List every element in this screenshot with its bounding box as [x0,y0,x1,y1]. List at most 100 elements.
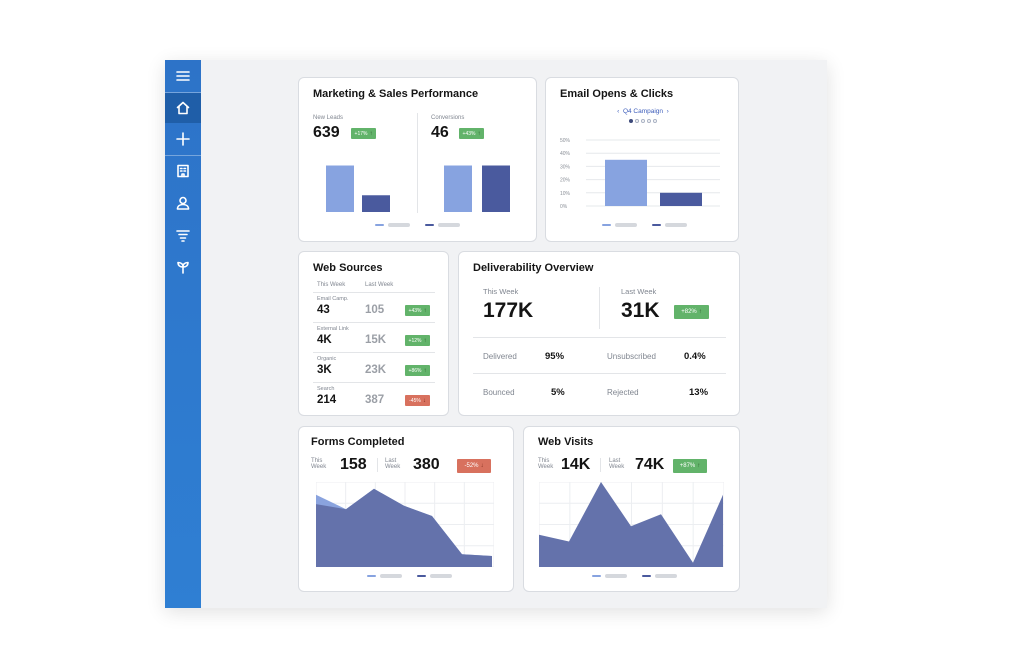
chevron-right-icon[interactable]: › [666,108,669,115]
this-week-value: 214 [317,394,337,406]
deliverability-badge: +82% ↑ [674,305,709,319]
chevron-left-icon[interactable]: ‹ [617,108,620,115]
sidebar-item-growth[interactable] [165,252,201,282]
this-week-value: 177K [483,299,534,322]
legend-swatch-dark [425,224,434,226]
this-week-value: 3K [317,364,332,376]
badge-text: +43% [408,307,422,314]
arrow-up-icon: ↑ [423,337,427,344]
label-line: This [538,458,550,464]
last-week-value: 15K [365,334,387,346]
label-line: Week [538,464,554,470]
bar [362,195,390,212]
menu-button[interactable] [165,61,201,91]
area-series-dark [316,488,492,567]
carousel-pager[interactable] [546,119,740,123]
new-leads-badge: +17% ↑ [351,128,376,139]
new-leads-value: 639 [313,124,340,141]
label-line: Week [311,464,327,470]
sidebar-item-home[interactable] [165,93,201,123]
y-tick-label: 30% [560,164,571,170]
conversions-badge: +43% ↑ [459,128,484,139]
arrow-up-icon: ↑ [423,307,427,314]
bar [605,159,647,206]
legend-swatch-dark [417,575,426,577]
last-week-label: Last Week [621,287,657,296]
conversions-value: 46 [431,124,449,141]
last-week-value: 387 [365,394,385,406]
stat-label: Rejected [607,388,639,397]
marketing-sales-card: Marketing & Sales Performance New Leads … [298,77,537,242]
last-week-value: 380 [413,456,440,473]
pager-dot[interactable] [629,119,633,123]
bar [444,165,472,212]
legend-swatch-light [592,575,601,577]
card-title: Forms Completed [311,436,405,448]
sidebar-item-accounts[interactable] [165,156,201,186]
forms-area-chart [316,482,494,567]
arrow-down-icon: ↓ [422,397,426,404]
y-tick-label: 10% [560,191,571,197]
last-week-value: 31K [621,299,660,322]
new-leads-label: New Leads [313,115,344,121]
legend-label-placeholder [430,574,452,578]
pager-dot[interactable] [635,119,639,123]
filter-icon [176,230,190,242]
this-week-label: This Week [311,458,326,470]
label-line: Last [609,458,621,464]
arrow-up-icon: ↑ [423,367,427,374]
this-week-value: 14K [561,456,591,473]
web-visits-card: Web Visits This Week 14K Last Week 74K +87… [523,426,740,592]
source-label: Organic [317,356,337,362]
divider [417,113,418,213]
card-title: Marketing & Sales Performance [313,88,479,100]
pager-dot[interactable] [653,119,657,123]
chart-legend [592,574,677,578]
source-badge: +43% ↑ [405,305,430,316]
email-opens-card: Email Opens & Clicks ‹ Q4 Campaign › 0% 1… [545,77,739,242]
column-header-last-week: Last Week [365,282,394,288]
source-label: Search [317,386,335,392]
arrow-up-icon: ↑ [698,309,702,315]
deliverability-card: Deliverability Overview This Week 177K L… [458,251,740,416]
source-label: Email Camp. [317,296,349,302]
menu-icon [176,71,190,81]
divider [473,373,726,374]
divider [313,382,435,383]
bar [482,165,510,212]
legend-swatch-light [367,575,376,577]
forms-badge: -52% ↓ [457,459,491,473]
chart-legend [602,223,687,227]
this-week-value: 158 [340,456,367,473]
visits-badge: +87% ↑ [673,459,707,473]
stat-value: 0.4% [684,351,706,362]
last-week-label: Last Week [609,458,624,470]
legend-label-placeholder [605,574,627,578]
column-header-this-week: This Week [317,282,346,288]
pager-dot[interactable] [641,119,645,123]
last-week-value: 23K [365,364,387,376]
last-week-value: 74K [635,456,665,473]
sidebar-item-contacts[interactable] [165,188,201,218]
chart-legend [367,574,452,578]
visits-area-chart [539,482,724,567]
legend-label-placeholder [615,223,637,227]
legend-label-placeholder [655,574,677,578]
sidebar-item-funnel[interactable] [165,220,201,250]
pager-dot[interactable] [647,119,651,123]
stat-value: 5% [551,387,565,398]
building-icon [177,164,189,178]
badge-text: +87% [679,463,696,469]
stat-value: 13% [689,387,709,398]
sidebar-item-add[interactable] [165,124,201,154]
source-badge: +12% ↑ [405,335,430,346]
legend-label-placeholder [665,223,687,227]
source-label: External Link [317,326,349,332]
card-title: Web Visits [538,436,594,448]
arrow-up-icon: ↑ [697,463,701,469]
campaign-selector[interactable]: ‹ Q4 Campaign › [546,108,740,115]
legend-label-placeholder [388,223,410,227]
y-tick-label: 50% [560,138,571,144]
sidebar [165,60,201,608]
marketing-bar-chart [326,165,510,212]
